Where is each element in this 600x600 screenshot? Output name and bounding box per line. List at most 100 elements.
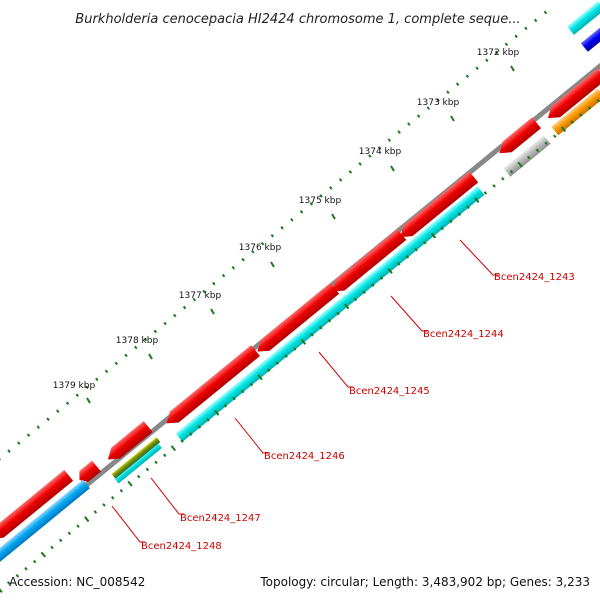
gene-label: Bcen2424_1243 — [459, 239, 575, 283]
major-tick — [86, 397, 91, 404]
minor-tick — [221, 273, 226, 278]
inner-tick — [67, 531, 72, 536]
cds-feature — [400, 171, 479, 238]
inner-tick — [553, 134, 557, 139]
minor-tick — [114, 361, 119, 366]
cds-feature — [499, 117, 542, 154]
feature-track — [0, 1, 600, 565]
minor-tick — [231, 265, 236, 270]
gene-label-text: Bcen2424_1246 — [264, 451, 345, 462]
minor-tick — [436, 98, 440, 102]
minor-tick — [377, 146, 382, 150]
inner-tick — [0, 587, 3, 593]
cds-feature — [79, 460, 101, 482]
cds-feature — [166, 345, 260, 424]
inner-tick — [430, 232, 437, 239]
tick-labels: 1372 kbp 1373 kbp 1374 kbp 1375 kbp 1376 kbp… — [53, 48, 520, 391]
inner-tick — [232, 396, 236, 401]
minor-tick — [124, 353, 128, 358]
minor-tick — [163, 321, 167, 326]
inner-tick — [560, 126, 567, 133]
minor-tick — [446, 90, 450, 94]
minor-tick — [202, 289, 206, 294]
cds-feature — [107, 421, 153, 460]
minor-tick — [75, 393, 79, 398]
gene-label: Bcen2424_1247 — [150, 477, 261, 524]
tick-label: 1373 kbp — [417, 98, 460, 108]
inner-tick — [570, 120, 574, 124]
gene-label-text: Bcen2424_1248 — [141, 541, 222, 552]
inner-tick — [440, 226, 444, 231]
major-tick — [210, 308, 215, 315]
inner-tick — [587, 106, 592, 110]
gene-label-text: Bcen2424_1243 — [494, 272, 575, 283]
inner-tick — [257, 374, 263, 381]
tick-label: 1379 kbp — [53, 381, 96, 391]
minor-tick — [494, 50, 499, 55]
topology-text: Topology: circular; Length: 3,483,902 bp… — [259, 575, 590, 589]
inner-tick — [596, 99, 600, 103]
minor-tick — [299, 210, 304, 214]
inner-tick — [474, 197, 480, 204]
inner-tick — [379, 276, 384, 280]
inner-tick — [353, 297, 358, 302]
cds-feature — [0, 469, 74, 539]
major-tick — [510, 65, 515, 72]
inner-tick — [84, 516, 90, 523]
gene-label: Bcen2424_1245 — [318, 351, 430, 397]
minor-tick — [7, 449, 11, 453]
tick-label: 1374 kbp — [359, 147, 402, 157]
gene-feature — [567, 1, 600, 35]
inner-tick — [223, 403, 228, 408]
minor-tick — [260, 241, 265, 246]
minor-tick — [212, 281, 216, 286]
tick-label: 1377 kbp — [179, 291, 222, 301]
inner-tick — [206, 418, 210, 422]
inner-tick — [241, 389, 245, 394]
major-tick — [270, 261, 275, 268]
minor-tick — [387, 138, 392, 142]
gene-feature — [175, 186, 485, 442]
minor-tick — [309, 202, 314, 206]
inner-tick — [405, 254, 410, 259]
inner-tick — [154, 460, 158, 465]
minor-tick — [407, 122, 411, 126]
inner-tick — [24, 566, 28, 571]
inner-tick — [180, 439, 184, 443]
gene-label-text: Bcen2424_1247 — [180, 513, 261, 524]
inner-tick — [579, 113, 583, 117]
rrna-feature — [551, 88, 600, 136]
inner-tick — [267, 368, 271, 373]
minor-tick — [270, 233, 275, 238]
inner-tick — [76, 524, 80, 528]
inner-tick — [170, 445, 177, 452]
minor-tick — [524, 26, 528, 31]
inner-tick — [275, 361, 280, 365]
minor-tick — [95, 377, 99, 382]
inner-tick — [310, 332, 314, 337]
misc-feature — [111, 437, 161, 479]
minor-tick — [329, 186, 333, 190]
minor-tick — [182, 305, 187, 310]
inner-tick — [466, 205, 470, 209]
inner-tick — [93, 510, 98, 514]
minor-tick — [348, 170, 353, 174]
inner-tick — [284, 354, 288, 358]
inner-tick — [119, 488, 124, 493]
inner-tick — [162, 453, 167, 458]
minor-tick — [465, 74, 470, 79]
cds-feature — [547, 68, 600, 119]
trna-feature — [503, 135, 551, 177]
inner-tick — [544, 141, 548, 146]
inner-tick — [58, 538, 63, 543]
minor-tick — [338, 178, 343, 182]
major-tick — [450, 115, 455, 122]
inner-tick — [293, 347, 297, 351]
minor-tick — [153, 329, 158, 334]
cds-feature — [332, 229, 407, 292]
tick-label: 1376 kbp — [239, 243, 282, 253]
minor-tick — [85, 385, 89, 390]
inner-tick — [214, 409, 220, 416]
minor-tick — [358, 162, 362, 166]
